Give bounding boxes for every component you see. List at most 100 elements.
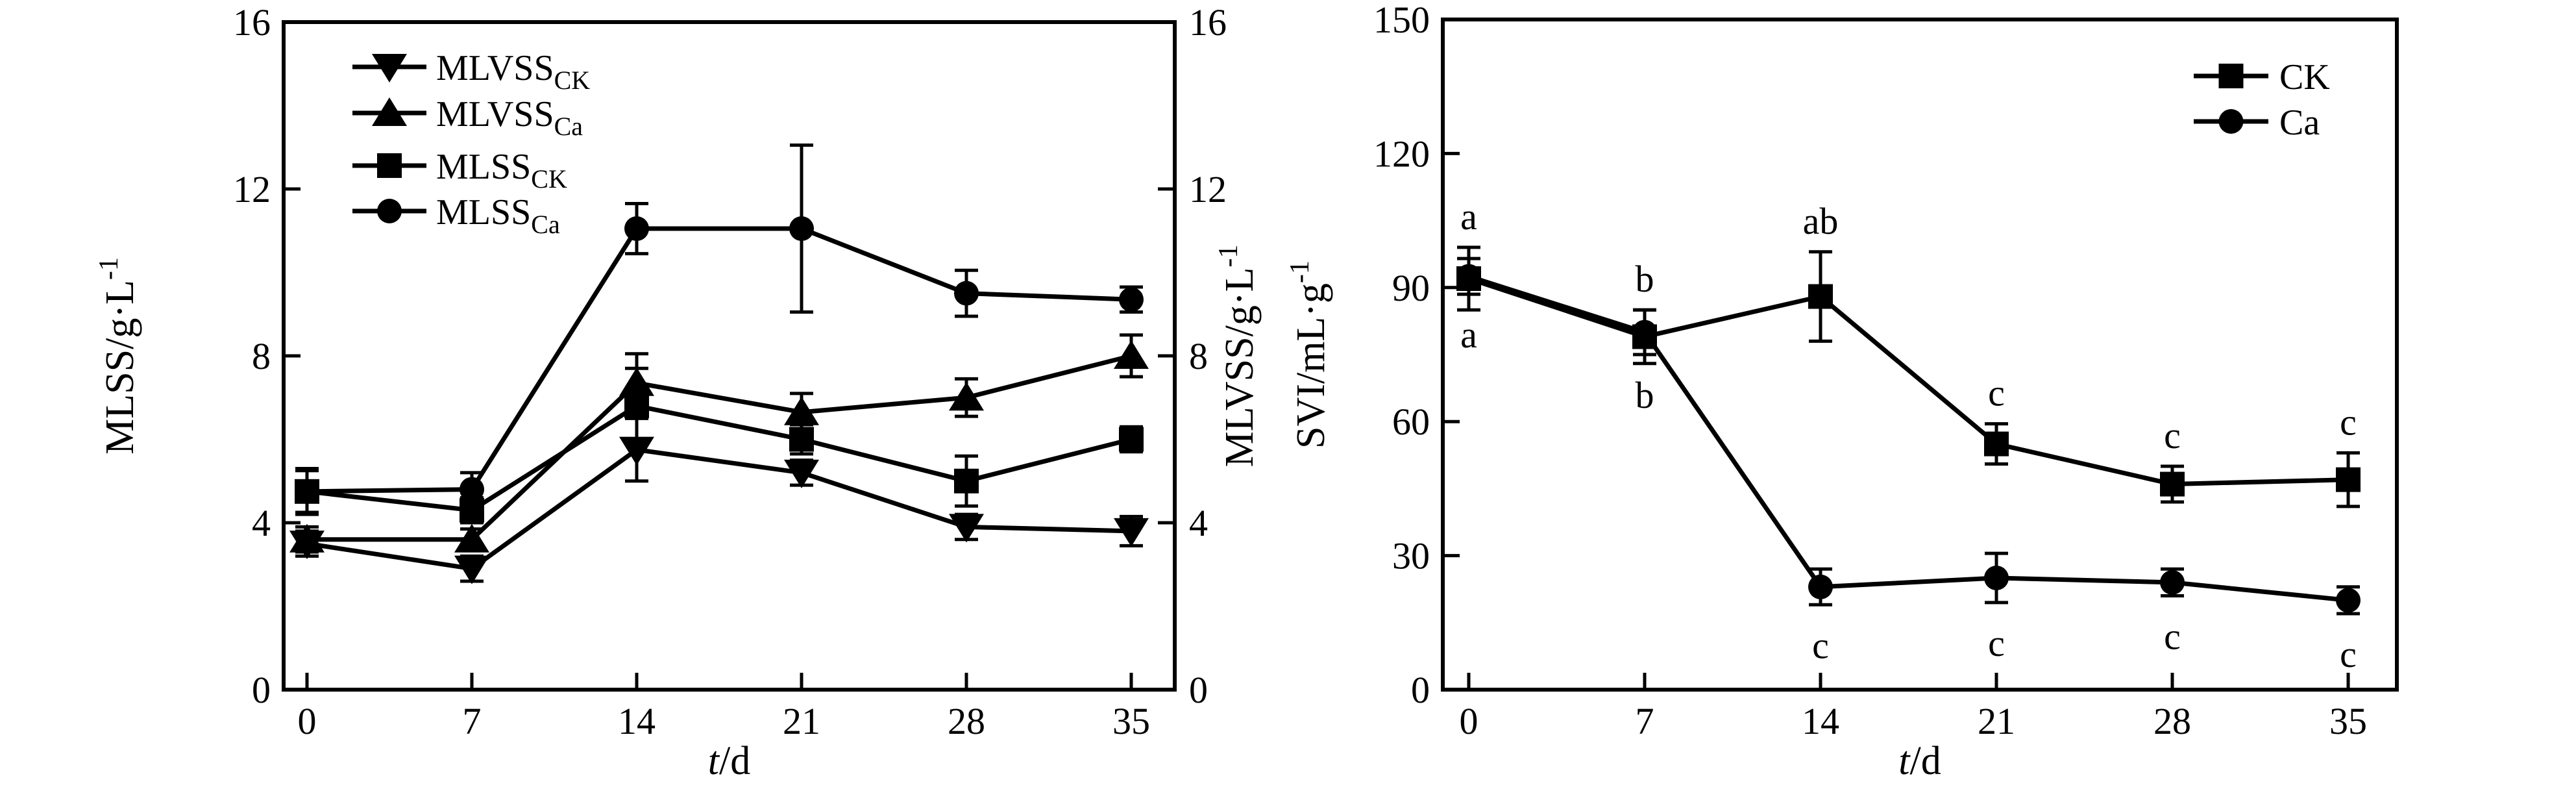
series-line	[1467, 276, 2349, 487]
square-marker	[2160, 471, 2185, 497]
square-marker	[624, 394, 649, 419]
circle-marker	[2160, 570, 2185, 595]
triangle-down-marker	[1114, 518, 1149, 547]
triangle-down-marker	[454, 555, 489, 584]
y-axis-label: MLVSS/g·L-1	[1214, 245, 1262, 468]
triangle-down-marker	[784, 459, 819, 488]
legend-label: CK	[2279, 57, 2330, 97]
legend-label: MLVSSCK	[436, 48, 590, 95]
significance-letter: a	[1460, 195, 1477, 238]
square-marker	[295, 479, 319, 504]
x-tick-label: 21	[1978, 700, 2015, 742]
x-tick-label: 0	[298, 700, 317, 742]
triangle-down-marker	[372, 54, 407, 82]
significance-letter: c	[2340, 401, 2357, 443]
x-tick-label: 14	[1802, 700, 1839, 742]
triangle-up-marker	[949, 382, 984, 411]
circle-marker	[377, 199, 402, 223]
square-marker	[789, 427, 814, 452]
x-tick-label: 28	[2153, 700, 2191, 742]
plot-frame	[1441, 18, 2399, 692]
series-line	[306, 226, 1132, 494]
significance-letter: c	[2164, 616, 2181, 658]
x-axis-label: t/d	[1898, 739, 1941, 783]
x-axis: 0 7 14 21 28 35 t/d	[1460, 673, 2367, 783]
y-tick-label: 0	[1411, 669, 1430, 711]
square-marker	[1632, 324, 1657, 349]
circle-marker	[1119, 287, 1144, 312]
x-tick-label: 7	[463, 700, 482, 742]
legend-label: MLVSSCa	[436, 94, 583, 141]
significance-letter: b	[1636, 258, 1654, 300]
x-axis-label: t/d	[708, 739, 750, 783]
series-line	[306, 447, 1132, 571]
series-line	[307, 353, 1132, 542]
series-mlvssca	[289, 333, 1149, 554]
series-line	[1467, 274, 2349, 603]
square-marker	[2336, 467, 2361, 492]
series-mlssca	[295, 144, 1144, 514]
y-tick-label: 0	[252, 669, 271, 711]
circle-marker	[1808, 574, 1833, 599]
square-marker	[1984, 431, 2009, 457]
square-marker	[1456, 266, 1481, 292]
square-marker	[377, 153, 402, 178]
y-tick-label-right: 8	[1189, 335, 1208, 377]
x-tick-label: 14	[618, 700, 656, 742]
circle-marker	[954, 281, 979, 306]
significance-letter: c	[2164, 414, 2181, 457]
y-axis-label: MLSS/g·L-1	[94, 257, 142, 455]
square-marker	[1808, 284, 1833, 309]
y-tick-label: 60	[1392, 401, 1430, 443]
circle-marker	[789, 216, 814, 242]
significance-letter: c	[2340, 633, 2357, 675]
y-tick-label: 150	[1373, 0, 1430, 41]
circle-marker	[2218, 109, 2244, 134]
x-tick-label: 0	[1460, 700, 1478, 742]
significance-letter: c	[1812, 624, 1829, 666]
y-tick-label: 90	[1392, 267, 1430, 309]
circle-marker	[624, 216, 649, 242]
plot-frame	[282, 20, 1177, 692]
x-tick-label: 28	[948, 700, 985, 742]
significance-letter: ab	[1803, 200, 1839, 242]
y-tick-label-right: 16	[1189, 1, 1227, 44]
triangle-up-marker	[454, 523, 489, 553]
y-axis: 0 30 60 90 120 150 SVI/mL·g-1	[1285, 0, 1460, 711]
y-tick-label: 8	[252, 335, 271, 377]
x-tick-label: 21	[783, 700, 820, 742]
y-tick-label-right: 12	[1189, 168, 1227, 210]
series-mlvssck	[289, 416, 1149, 584]
significance-letter: c	[1988, 622, 2005, 664]
series-mlssck	[295, 366, 1144, 525]
significance-letter: a	[1460, 314, 1477, 356]
y-tick-label: 12	[233, 168, 271, 210]
series-line	[306, 403, 1132, 513]
legend-label: MLSSCa	[436, 192, 560, 239]
y-tick-label-right: 4	[1189, 502, 1208, 544]
legend: CK Ca	[2194, 57, 2330, 143]
triangle-down-marker	[949, 514, 984, 543]
circle-marker	[460, 477, 484, 502]
y-tick-label: 4	[252, 502, 271, 544]
square-marker	[460, 497, 484, 523]
y-tick-label: 16	[233, 1, 271, 44]
significance-letter: c	[1988, 372, 2005, 414]
circle-marker	[1984, 566, 2009, 590]
y-axis-label: SVI/mL·g-1	[1285, 260, 1333, 449]
square-marker	[2218, 64, 2244, 88]
y-tick-label-right: 0	[1189, 669, 1208, 711]
significance-letter: b	[1636, 374, 1654, 416]
y-axis: 0 0 4 4 8 8 12 12 16 16 MLSS/g·L-1 MLVSS/g·L-1	[94, 1, 1262, 711]
x-tick-label: 35	[1112, 700, 1150, 742]
y-tick-label: 30	[1392, 535, 1430, 577]
circle-marker	[2336, 588, 2361, 613]
x-tick-label: 7	[1636, 700, 1654, 742]
x-axis: 0 7 14 21 28 35 t/d	[298, 673, 1150, 783]
x-tick-label: 35	[2329, 700, 2367, 742]
triangle-up-marker	[1114, 340, 1149, 369]
